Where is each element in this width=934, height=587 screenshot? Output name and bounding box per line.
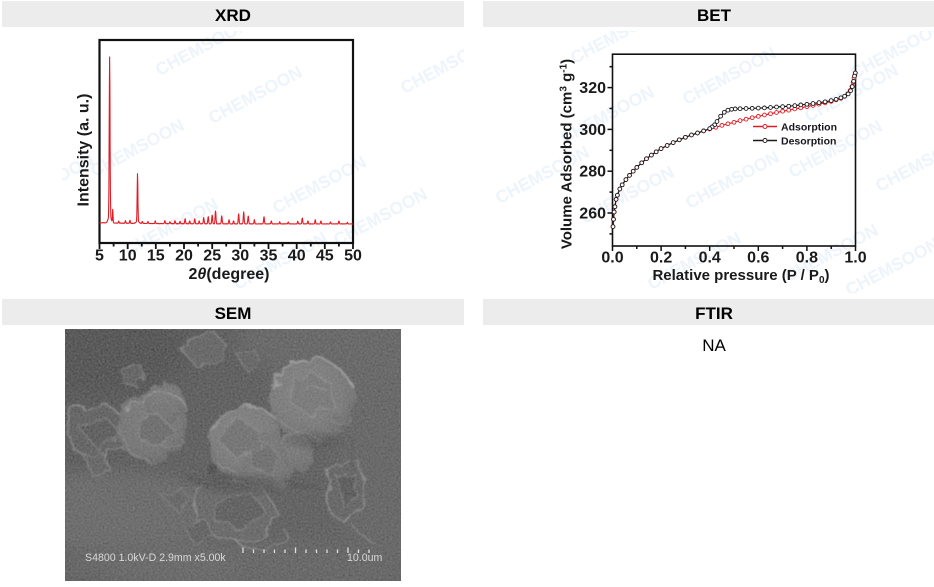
- svg-text:Relative pressure (P / P0): Relative pressure (P / P0): [652, 267, 829, 286]
- svg-text:280: 280: [579, 164, 606, 181]
- svg-text:0.8: 0.8: [796, 250, 818, 267]
- svg-text:1.0: 1.0: [844, 250, 866, 267]
- svg-text:40: 40: [288, 248, 306, 265]
- svg-text:35: 35: [260, 248, 278, 265]
- svg-text:Adsorption: Adsorption: [781, 122, 837, 134]
- svg-text:XRD: XRD: [215, 6, 251, 25]
- svg-text:10.0um: 10.0um: [347, 552, 383, 564]
- svg-text:320: 320: [579, 80, 606, 97]
- svg-text:S4800 1.0kV-D 2.9mm x5.00k: S4800 1.0kV-D 2.9mm x5.00k: [85, 552, 226, 564]
- svg-text:NA: NA: [702, 336, 726, 355]
- svg-text:2θ(degree): 2θ(degree): [189, 266, 270, 283]
- svg-text:0.6: 0.6: [747, 250, 769, 267]
- svg-text:50: 50: [344, 248, 362, 265]
- svg-text:5: 5: [95, 248, 104, 265]
- svg-text:45: 45: [316, 248, 334, 265]
- svg-text:BET: BET: [697, 6, 732, 25]
- svg-text:FTIR: FTIR: [695, 304, 733, 323]
- svg-text:260: 260: [579, 206, 606, 223]
- svg-text:15: 15: [147, 248, 165, 265]
- svg-text:0.0: 0.0: [601, 250, 623, 267]
- svg-text:Desorption: Desorption: [781, 136, 836, 148]
- svg-text:0.4: 0.4: [699, 250, 721, 267]
- svg-text:10: 10: [119, 248, 137, 265]
- svg-text:SEM: SEM: [215, 304, 252, 323]
- svg-text:20: 20: [175, 248, 193, 265]
- svg-text:25: 25: [203, 248, 221, 265]
- svg-text:300: 300: [579, 122, 606, 139]
- svg-text:Intensity (a. u.): Intensity (a. u.): [76, 94, 93, 207]
- svg-text:0.2: 0.2: [650, 250, 672, 267]
- svg-text:30: 30: [231, 248, 249, 265]
- svg-text:Volume Adsorbed (cm3 g-1): Volume Adsorbed (cm3 g-1): [559, 59, 576, 249]
